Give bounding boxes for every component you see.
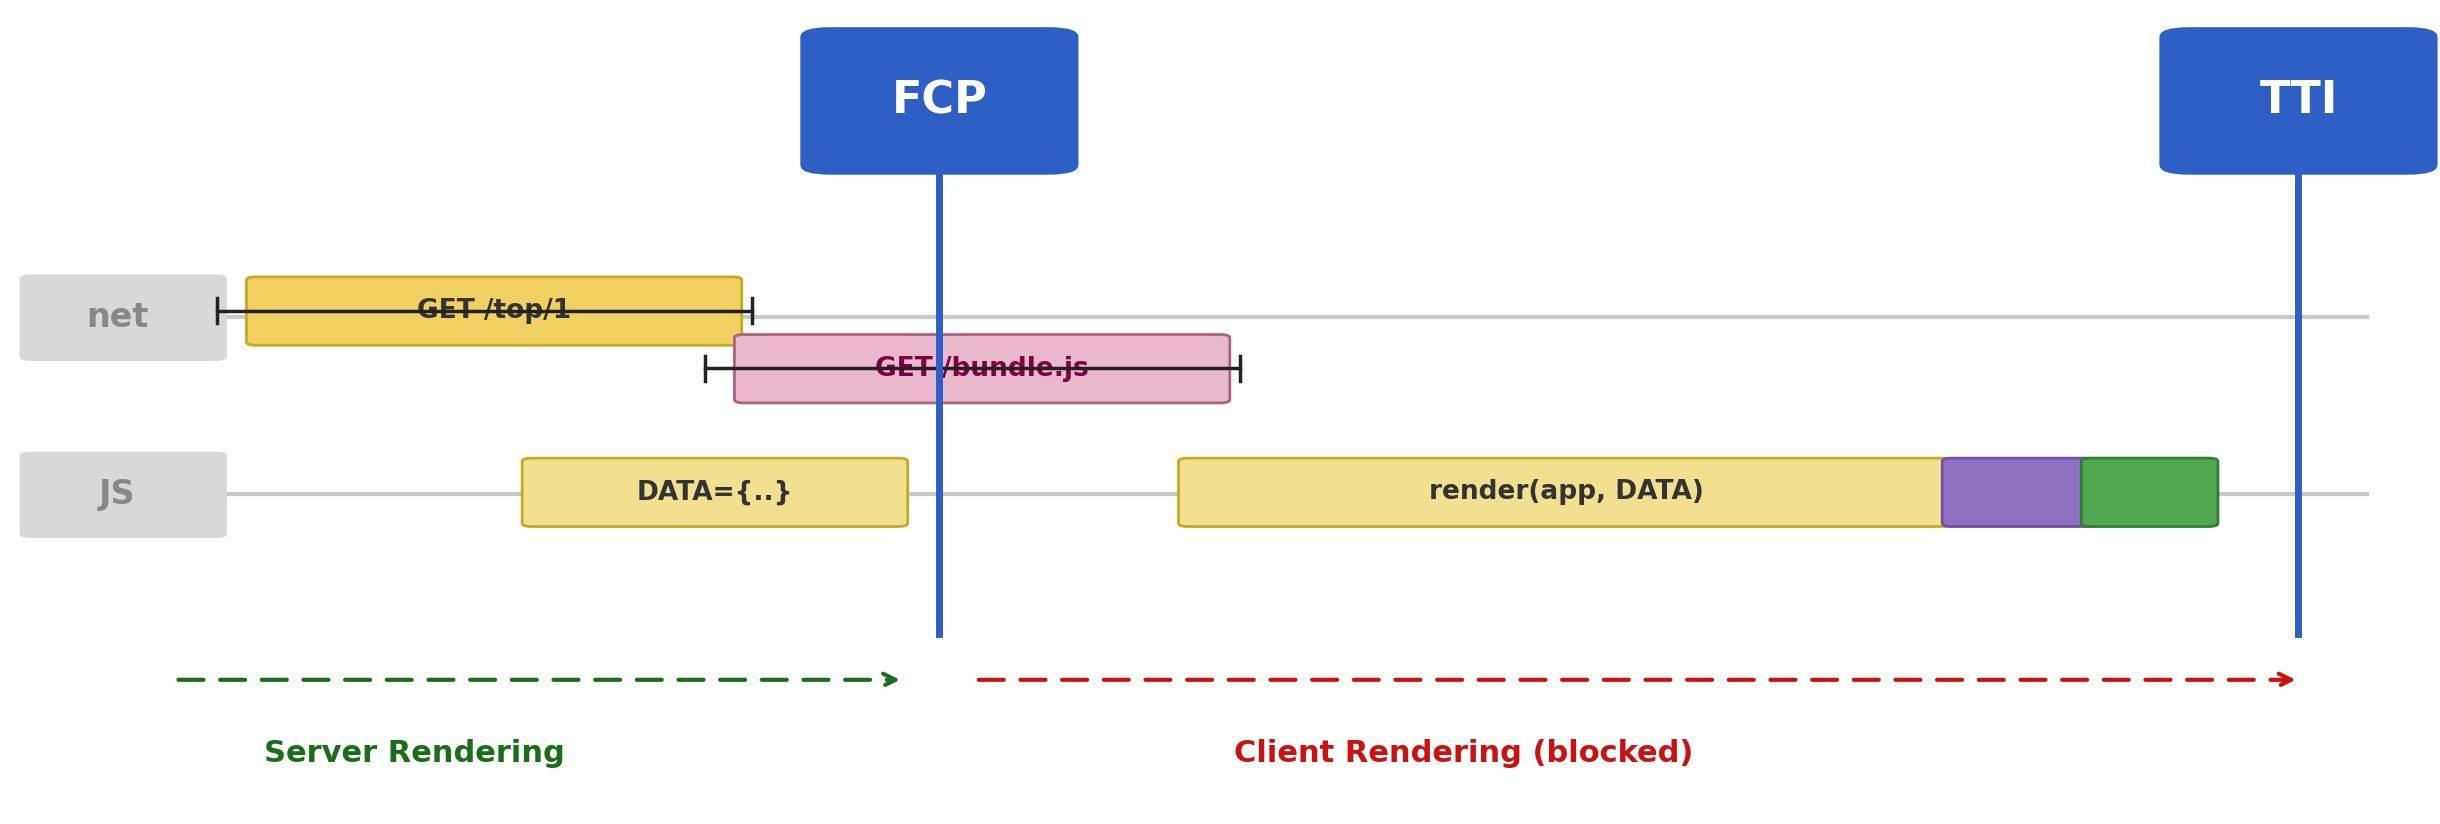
Text: Client Rendering (blocked): Client Rendering (blocked) (1235, 739, 1693, 769)
Text: GET /bundle.js: GET /bundle.js (876, 356, 1088, 382)
FancyBboxPatch shape (800, 27, 1078, 175)
FancyBboxPatch shape (522, 458, 908, 527)
Text: Server Rendering: Server Rendering (264, 739, 566, 769)
Text: FCP: FCP (891, 79, 988, 123)
FancyBboxPatch shape (20, 274, 227, 361)
Text: TTI: TTI (2259, 79, 2338, 123)
Text: JS: JS (100, 478, 134, 511)
FancyBboxPatch shape (2081, 458, 2218, 527)
FancyBboxPatch shape (20, 452, 227, 538)
Text: GET /top/1: GET /top/1 (417, 298, 571, 324)
FancyBboxPatch shape (1179, 458, 1954, 527)
FancyBboxPatch shape (1942, 458, 2096, 527)
Text: render(app, DATA): render(app, DATA) (1430, 480, 1703, 505)
Text: DATA={..}: DATA={..} (637, 480, 793, 505)
Text: net: net (85, 301, 149, 334)
FancyBboxPatch shape (2159, 27, 2438, 175)
FancyBboxPatch shape (246, 277, 742, 345)
FancyBboxPatch shape (734, 335, 1230, 403)
